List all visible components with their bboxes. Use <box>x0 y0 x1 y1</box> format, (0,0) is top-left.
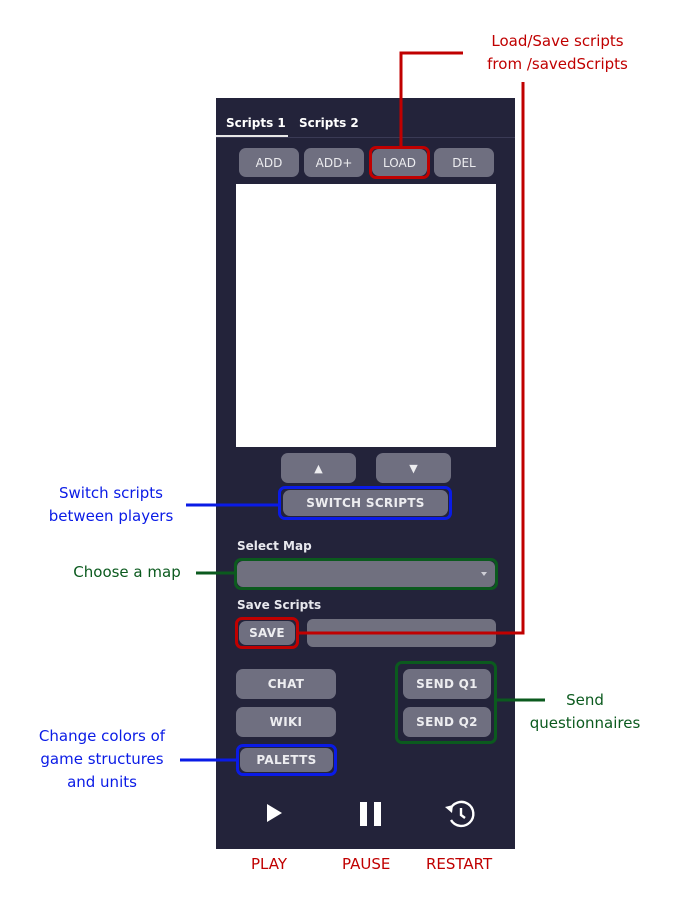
paletts-highlight <box>236 744 337 776</box>
active-tab-indicator <box>216 135 288 137</box>
switch-scripts-highlight <box>278 486 452 520</box>
load-button[interactable]: LOAD <box>372 149 427 176</box>
pause-label: PAUSE <box>342 855 391 873</box>
del-button[interactable]: DEL <box>434 148 494 177</box>
triangle-down-icon: ▼ <box>409 461 418 475</box>
select-map-label: Select Map <box>237 539 312 553</box>
tab-divider <box>216 137 515 138</box>
restart-icon <box>445 800 475 828</box>
paletts-button[interactable]: PALETTS <box>240 748 333 772</box>
script-list[interactable] <box>236 184 496 447</box>
tab-bar: Scripts 1 Scripts 2 <box>216 98 515 138</box>
load-save-annotation: Load/Save scripts from /savedScripts <box>487 32 628 73</box>
chat-button[interactable]: CHAT <box>236 669 336 699</box>
move-down-button[interactable]: ▼ <box>376 453 451 483</box>
play-label: PLAY <box>251 855 288 873</box>
restart-label: RESTART <box>426 855 493 873</box>
play-icon <box>267 804 282 822</box>
save-scripts-label: Save Scripts <box>237 598 322 612</box>
restart-button[interactable] <box>443 798 477 830</box>
switch-annotation: Switch scripts between players <box>48 484 174 525</box>
send-buttons-highlight <box>395 661 497 744</box>
triangle-up-icon: ▲ <box>314 461 323 475</box>
choose-map-annotation: Choose a map <box>73 563 181 581</box>
send-q2-button[interactable]: SEND Q2 <box>403 707 491 737</box>
tab-scripts-2[interactable]: Scripts 2 <box>299 116 359 130</box>
save-highlight <box>235 617 299 649</box>
move-up-button[interactable]: ▲ <box>281 453 356 483</box>
chevron-down-icon <box>481 572 487 576</box>
play-button[interactable] <box>262 801 286 825</box>
send-q1-button[interactable]: SEND Q1 <box>403 669 491 699</box>
add-button[interactable]: ADD <box>239 148 299 177</box>
tab-scripts-1[interactable]: Scripts 1 <box>226 116 286 130</box>
send-annotation: Send questionnaires <box>529 691 641 732</box>
pause-icon <box>360 802 381 826</box>
switch-scripts-button[interactable]: SWITCH SCRIPTS <box>283 490 448 516</box>
colors-annotation: Change colors of game structures and uni… <box>38 727 166 791</box>
wiki-button[interactable]: WIKI <box>236 707 336 737</box>
add-plus-button[interactable]: ADD+ <box>304 148 364 177</box>
save-button[interactable]: SAVE <box>239 621 295 645</box>
load-highlight <box>369 146 430 179</box>
pause-button[interactable] <box>358 800 384 828</box>
map-select-highlight <box>234 558 498 590</box>
map-select[interactable] <box>237 561 495 587</box>
